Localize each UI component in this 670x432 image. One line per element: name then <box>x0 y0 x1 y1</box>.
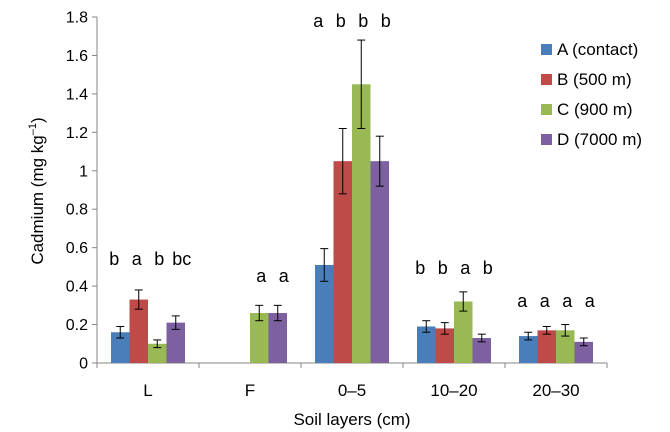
legend-label: C (900 m) <box>557 100 633 119</box>
significance-letter: b <box>358 11 368 31</box>
significance-letter: a <box>585 291 596 311</box>
x-tick-label: L <box>143 381 152 400</box>
bar <box>556 330 575 363</box>
y-tick-label: 0.8 <box>66 202 88 219</box>
bar <box>250 313 269 363</box>
legend-label: B (500 m) <box>557 70 632 89</box>
bar <box>519 336 538 363</box>
x-tick-label: 0–5 <box>338 381 366 400</box>
significance-letter: b <box>415 258 425 278</box>
y-tick-label: 1.4 <box>66 86 88 103</box>
bar <box>129 299 148 363</box>
x-tick-label: F <box>245 381 255 400</box>
bar <box>472 338 491 363</box>
significance-letter: b <box>109 249 119 269</box>
x-tick-label: 20–30 <box>532 381 579 400</box>
bar <box>111 332 130 363</box>
significance-letter: b <box>154 249 164 269</box>
x-axis-title: Soil layers (cm) <box>293 410 410 429</box>
bar <box>537 330 556 363</box>
bars <box>111 84 593 364</box>
legend: A (contact) B (500 m) C (900 m) D (7000 m) <box>541 40 642 149</box>
significance-letter: a <box>256 266 267 286</box>
bar <box>435 328 454 363</box>
bar <box>148 343 167 363</box>
bar <box>352 84 371 364</box>
significance-letter: a <box>517 291 528 311</box>
significance-letter: b <box>336 11 346 31</box>
bar <box>417 326 436 363</box>
error-bars <box>116 39 588 349</box>
bar <box>454 301 473 363</box>
y-axis-title: Cadmium (mg kg–1) <box>27 117 47 264</box>
axes: 0 0.2 0.4 0.6 0.8 1 1.2 1.4 1.6 1.8 L F 0–5 10–20 20–3… <box>66 10 608 400</box>
bar <box>166 322 185 363</box>
bar <box>315 264 334 363</box>
y-axis-title-main: Cadmium (mg kg <box>28 135 47 264</box>
significance-letter: b <box>483 258 493 278</box>
significance-letter: b <box>438 258 448 278</box>
significance-letters: b a b bca aa b b bb b a ba a a a <box>109 11 596 311</box>
x-tick-label: 10–20 <box>430 381 477 400</box>
y-tick-label: 1.6 <box>66 48 88 65</box>
legend-swatch <box>541 104 552 115</box>
legend-swatch <box>541 44 552 55</box>
y-tick-label: 0.2 <box>66 317 88 334</box>
legend-label: A (contact) <box>557 40 638 59</box>
y-tick-label: 1 <box>79 163 88 180</box>
bar <box>333 161 352 363</box>
significance-letter: a <box>540 291 551 311</box>
significance-letter: a <box>132 249 143 269</box>
y-tick-label: 0.6 <box>66 240 88 257</box>
y-tick-label: 0 <box>79 356 88 373</box>
legend-label: D (7000 m) <box>557 130 642 149</box>
significance-letter: b <box>381 11 391 31</box>
significance-letter: a <box>460 258 471 278</box>
y-tick-label: 1.8 <box>66 10 88 27</box>
bar <box>370 161 389 363</box>
y-axis-title-end: ) <box>28 117 47 123</box>
significance-letter: a <box>313 11 324 31</box>
legend-swatch <box>541 134 552 145</box>
significance-letter: a <box>279 266 290 286</box>
y-tick-label: 0.4 <box>66 279 88 296</box>
bar <box>574 341 593 363</box>
y-tick-label: 1.2 <box>66 125 88 142</box>
y-axis-title-sup: –1 <box>27 123 39 135</box>
significance-letter: a <box>562 291 573 311</box>
bar <box>268 313 287 363</box>
legend-swatch <box>541 74 552 85</box>
significance-letter: bc <box>172 249 191 269</box>
